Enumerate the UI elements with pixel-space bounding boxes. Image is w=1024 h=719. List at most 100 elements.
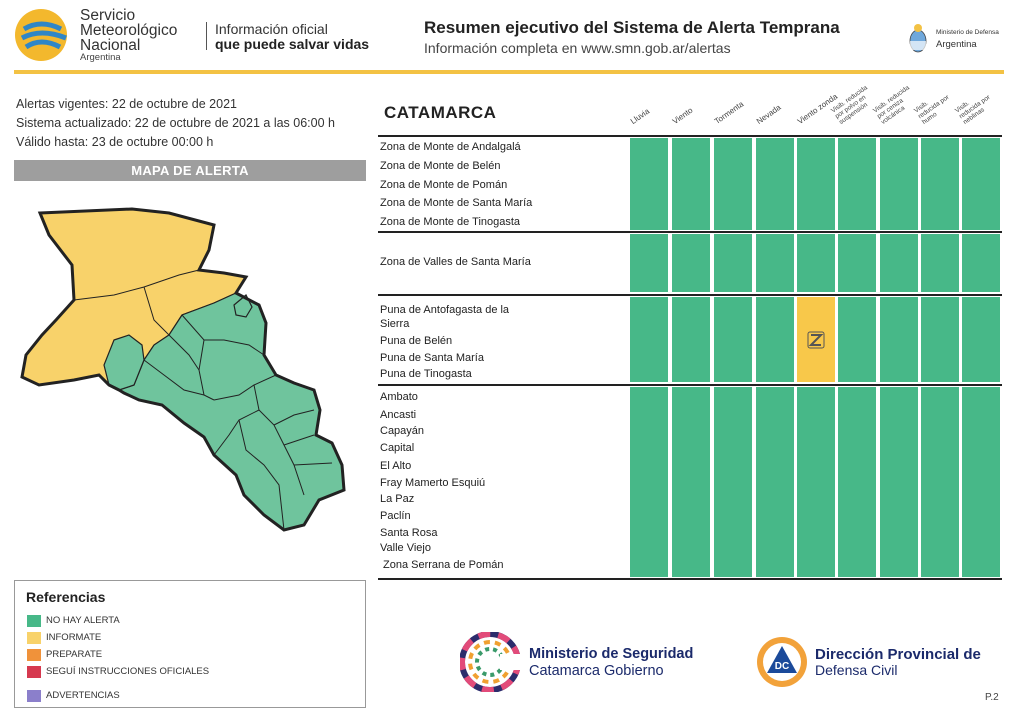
alert-date: Alertas vigentes: 22 de octubre de 2021 bbox=[16, 97, 237, 111]
legend-swatch bbox=[27, 690, 41, 702]
alert-cell bbox=[797, 297, 835, 382]
table-rule bbox=[378, 294, 1002, 296]
zone-label: Santa Rosa bbox=[380, 527, 438, 539]
legend-title: Referencias bbox=[26, 589, 106, 605]
alert-cell bbox=[756, 387, 794, 577]
alert-cell bbox=[630, 297, 668, 382]
zone-label: Fray Mamerto Esquiú bbox=[380, 477, 486, 489]
alert-cell bbox=[714, 387, 752, 577]
province-name: CATAMARCA bbox=[384, 103, 497, 122]
defensa-civil-title: Dirección Provincial de bbox=[815, 646, 981, 663]
column-header: Tormenta bbox=[712, 99, 746, 126]
zone-label: Zona de Monte de Andalgalá bbox=[380, 141, 521, 153]
zone-label: El Alto bbox=[380, 460, 412, 472]
legend-swatch bbox=[27, 666, 41, 678]
ministry-logo: Ministerio de Defensa Argentina bbox=[908, 22, 1008, 58]
dc-badge-text: DC bbox=[775, 661, 789, 672]
alert-cell bbox=[672, 297, 710, 382]
alert-cell bbox=[962, 138, 1000, 230]
alert-cell bbox=[672, 234, 710, 292]
alert-cell bbox=[714, 234, 752, 292]
map-green-region bbox=[103, 292, 345, 531]
alert-cell bbox=[921, 297, 959, 382]
update-time: Sistema actualizado: 22 de octubre de 20… bbox=[16, 116, 335, 130]
zone-label: Zona de Valles de Santa María bbox=[380, 256, 531, 268]
alert-cell bbox=[838, 138, 876, 230]
zone-label: Zona de Monte de Belén bbox=[380, 160, 501, 172]
smn-name: Servicio Meteorológico Nacional bbox=[80, 7, 178, 54]
alert-cell bbox=[921, 138, 959, 230]
header-rule bbox=[14, 70, 1004, 74]
alert-cell bbox=[921, 387, 959, 577]
zonda-z-icon bbox=[807, 331, 825, 348]
alert-cell bbox=[797, 234, 835, 292]
alert-cell bbox=[630, 138, 668, 230]
table-rule bbox=[378, 231, 1002, 233]
alert-cell bbox=[756, 234, 794, 292]
alert-map bbox=[20, 207, 346, 532]
defensa-civil-subtitle: Defensa Civil bbox=[815, 662, 898, 678]
alert-cell bbox=[756, 138, 794, 230]
seguridad-logo-icon bbox=[460, 632, 520, 692]
alert-cell bbox=[672, 138, 710, 230]
alert-cell bbox=[838, 297, 876, 382]
alert-cell bbox=[962, 387, 1000, 577]
alert-cell bbox=[797, 138, 835, 230]
valid-until: Válido hasta: 23 de octubre 00:00 h bbox=[16, 135, 214, 149]
zone-label: Paclín bbox=[380, 510, 411, 522]
zone-label: Capital bbox=[380, 442, 415, 454]
seguridad-subtitle: Catamarca Gobierno bbox=[529, 663, 664, 679]
zone-label: Zona Serrana de Pomán bbox=[383, 559, 504, 571]
alert-cell bbox=[714, 138, 752, 230]
header: Servicio Meteorológico Nacional Argentin… bbox=[0, 0, 1024, 74]
page-title: Resumen ejecutivo del Sistema de Alerta … bbox=[424, 18, 840, 37]
zone-label: Valle Viejo bbox=[380, 542, 431, 554]
national-emblem-icon bbox=[909, 24, 927, 53]
table-rule bbox=[378, 578, 1002, 580]
table-rule bbox=[378, 384, 1002, 386]
alert-cell bbox=[714, 297, 752, 382]
column-header: Nevada bbox=[754, 102, 783, 126]
alert-cell bbox=[838, 234, 876, 292]
alert-cell bbox=[838, 387, 876, 577]
alert-cell bbox=[880, 138, 918, 230]
legend-item-informate: INFORMATE bbox=[27, 632, 101, 644]
legend-item-advertencias: ADVERTENCIAS bbox=[27, 690, 120, 702]
zone-label: Zona de Monte de Santa María bbox=[380, 197, 533, 209]
alert-cell bbox=[756, 297, 794, 382]
column-header: Lluvia bbox=[628, 106, 652, 126]
alert-cell bbox=[921, 234, 959, 292]
zone-label: Capayán bbox=[380, 425, 425, 437]
legend-item-preparate: PREPARATE bbox=[27, 649, 102, 661]
zone-label: Zona de Monte de Tinogasta bbox=[380, 216, 521, 228]
zone-label: La Paz bbox=[380, 493, 415, 505]
table-rule bbox=[378, 135, 1002, 137]
page-subtitle: Información completa en www.smn.gob.ar/a… bbox=[424, 40, 731, 56]
alert-info: Alertas vigentes: 22 de octubre de 2021 … bbox=[16, 95, 335, 152]
alert-cell bbox=[630, 387, 668, 577]
seguridad-title: Ministerio de Seguridad bbox=[529, 646, 694, 662]
alert-cell bbox=[880, 387, 918, 577]
alert-cell bbox=[880, 297, 918, 382]
legend: Referencias NO HAY ALERTA INFORMATE PREP… bbox=[14, 580, 366, 708]
page-number: P.2 bbox=[985, 692, 999, 703]
alert-cell bbox=[672, 387, 710, 577]
zone-label: Zona de Monte de Pomán bbox=[380, 179, 508, 191]
alert-cell bbox=[962, 297, 1000, 382]
alert-cell bbox=[880, 234, 918, 292]
map-title: MAPA DE ALERTA bbox=[14, 160, 366, 181]
smn-country: Argentina bbox=[80, 52, 121, 63]
column-header: Visib. reducida por neblinas bbox=[953, 93, 992, 126]
defensa-civil-logo-icon: DC bbox=[757, 637, 807, 687]
legend-item-no-alert: NO HAY ALERTA bbox=[27, 615, 120, 627]
alert-cell bbox=[797, 387, 835, 577]
legend-item-instrucciones: SEGUÍ INSTRUCCIONES OFICIALES bbox=[27, 666, 209, 678]
alert-cell bbox=[962, 234, 1000, 292]
zone-label: Puna de Santa María bbox=[380, 352, 484, 364]
zone-label: Ambato bbox=[380, 391, 418, 403]
zone-label: Puna de Belén bbox=[380, 335, 453, 347]
legend-swatch bbox=[27, 615, 41, 627]
alert-cell bbox=[630, 234, 668, 292]
column-header: Viento bbox=[670, 105, 695, 126]
legend-swatch bbox=[27, 649, 41, 661]
